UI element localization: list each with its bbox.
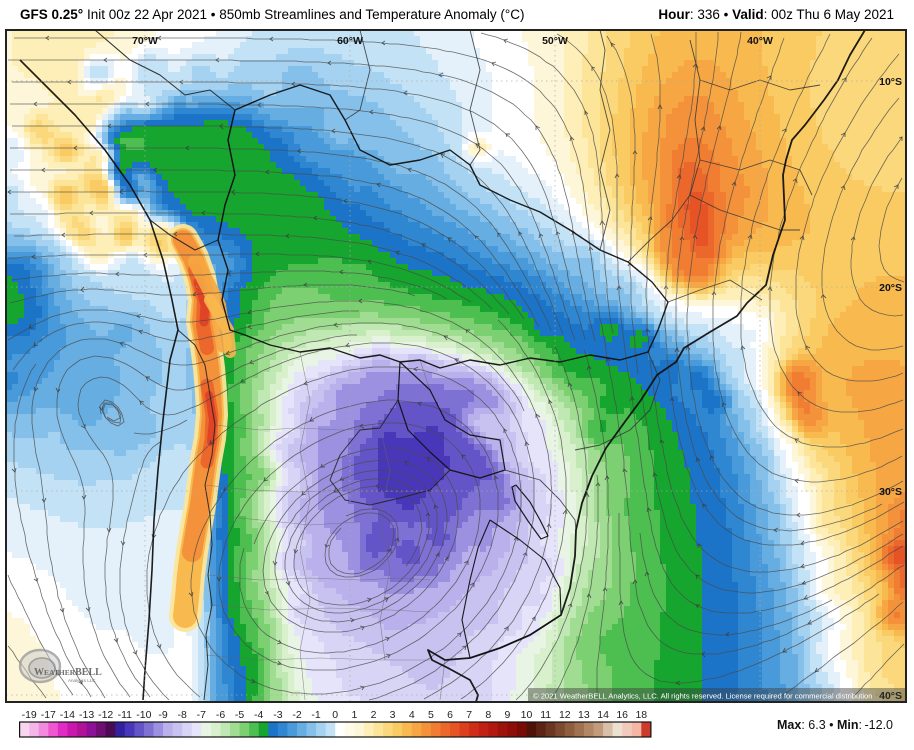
svg-text:-10: -10	[136, 709, 151, 721]
svg-text:-9: -9	[158, 709, 167, 721]
svg-text:12: 12	[559, 709, 571, 721]
svg-text:6: 6	[447, 709, 453, 721]
svg-text:10°S: 10°S	[879, 76, 902, 88]
svg-text:2: 2	[371, 709, 377, 721]
svg-text:40°S: 40°S	[879, 690, 902, 702]
svg-text:-8: -8	[178, 709, 187, 721]
svg-text:© 2021 WeatherBELL Analytics,: © 2021 WeatherBELL Analytics, LLC. All r…	[533, 692, 872, 701]
svg-text:-3: -3	[273, 709, 282, 721]
svg-text:Hour: 336 • Valid: 00z Thu 6 M: Hour: 336 • Valid: 00z Thu 6 May 2021	[658, 7, 894, 22]
svg-text:8: 8	[485, 709, 491, 721]
svg-text:-14: -14	[60, 709, 75, 721]
svg-text:1: 1	[351, 709, 357, 721]
svg-text:0: 0	[332, 709, 338, 721]
svg-text:5: 5	[428, 709, 434, 721]
svg-text:-5: -5	[235, 709, 244, 721]
svg-text:-11: -11	[118, 709, 133, 721]
svg-text:3: 3	[390, 709, 396, 721]
svg-text:20°S: 20°S	[879, 282, 902, 294]
svg-text:-2: -2	[292, 709, 301, 721]
svg-text:GFS 0.25° Init 00z 22 Apr 2021: GFS 0.25° Init 00z 22 Apr 2021 • 850mb S…	[20, 7, 525, 22]
svg-text:-17: -17	[41, 709, 56, 721]
svg-text:60°W: 60°W	[337, 35, 363, 47]
svg-text:9: 9	[504, 709, 510, 721]
svg-text:-13: -13	[79, 709, 94, 721]
svg-text:30°S: 30°S	[879, 486, 902, 498]
svg-text:70°W: 70°W	[132, 35, 158, 47]
svg-text:Analytics LLC: Analytics LLC	[68, 678, 96, 683]
svg-text:-12: -12	[98, 709, 113, 721]
svg-text:-6: -6	[216, 709, 225, 721]
svg-text:-19: -19	[22, 709, 37, 721]
svg-text:50°W: 50°W	[542, 35, 568, 47]
svg-text:7: 7	[466, 709, 472, 721]
svg-text:-4: -4	[254, 709, 263, 721]
svg-text:10: 10	[521, 709, 533, 721]
svg-text:11: 11	[540, 709, 551, 721]
svg-text:-7: -7	[197, 709, 206, 721]
svg-text:40°W: 40°W	[747, 35, 773, 47]
svg-text:-1: -1	[311, 709, 320, 721]
svg-text:WEATHERBELL: WEATHERBELL	[34, 667, 102, 678]
svg-text:4: 4	[409, 709, 415, 721]
